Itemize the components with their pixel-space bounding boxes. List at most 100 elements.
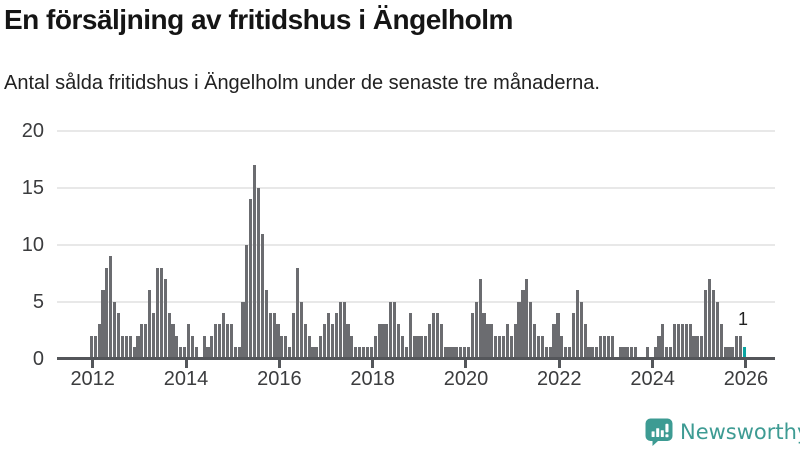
brand-name: Newsworthy [680,420,800,444]
y-axis-label-20: 20 [21,120,44,143]
bar [707,278,712,359]
bar [665,347,669,359]
bar [529,301,533,359]
x-axis-tick-2026 [744,360,748,368]
bar [288,347,292,359]
bar [365,347,369,359]
bar [117,313,121,359]
x-axis-tick-2016 [277,360,281,368]
bar [214,324,218,359]
y-axis-label-5: 5 [32,290,44,313]
bar [603,335,607,359]
bar [459,347,463,359]
bar [482,313,486,359]
y-axis-label-15: 15 [21,177,44,200]
bar [591,347,595,359]
bar [501,335,506,359]
highlight-bar [742,347,747,359]
bar [719,324,723,359]
bar [241,301,245,359]
bar [159,267,163,359]
gridline-y-10 [57,243,775,246]
bar [272,313,276,359]
bar [521,290,525,359]
bar [338,301,342,359]
bar [342,301,346,359]
bar [431,313,436,359]
newsworthy-logo: Newsworthy [645,418,800,446]
bar [424,335,428,359]
bar [381,324,385,359]
bar [700,335,704,359]
bar [334,313,338,359]
page-title: En försäljning av fritidshus i Ängelholm [4,4,513,35]
bar [657,335,661,359]
bar [113,301,117,359]
bar [587,347,591,359]
bar [676,324,681,359]
bar [101,290,105,359]
bar [167,313,171,359]
bar [533,324,537,359]
bar [303,324,307,359]
bar [128,335,132,359]
x-axis-tick-2024 [651,360,655,368]
gridline-y-5 [57,300,775,303]
bar [680,324,684,359]
bar [225,324,230,359]
bar [498,335,502,359]
bar [494,335,498,359]
bar [369,347,373,359]
bar [420,335,424,359]
bar [439,324,443,359]
bar [556,313,560,359]
bar [299,301,303,359]
bar [571,313,576,359]
x-axis-line [57,357,775,360]
bar [428,324,432,359]
bar [148,290,152,359]
bar [237,347,241,359]
bar [120,335,125,359]
bar [229,324,233,359]
bar [618,347,622,359]
bar [595,347,599,359]
bar [505,324,509,359]
bar [124,335,128,359]
last-value-label: 1 [738,309,749,329]
bar [653,347,657,359]
bar [221,313,226,359]
bar [280,335,284,359]
bar [548,347,552,359]
bar [474,301,478,359]
bar [194,347,198,359]
bar [284,335,288,359]
bar [727,347,731,359]
bar [311,347,315,359]
bar [509,335,513,359]
bar [264,290,268,359]
bar [536,335,541,359]
bar [152,313,156,359]
bar [412,335,416,359]
bar [385,324,389,359]
bar [723,347,727,359]
bar [579,301,583,359]
bar [276,324,280,359]
bar [105,267,109,359]
bar [466,347,471,359]
bar [606,335,611,359]
bar [517,301,521,359]
bar [622,347,626,359]
bar [190,335,195,359]
bar [396,324,401,359]
bar [455,347,459,359]
bar [704,290,708,359]
bar [291,313,296,359]
bar [564,347,568,359]
bar [109,256,113,359]
bar [389,301,393,359]
bar [373,335,377,359]
bar [435,313,439,359]
bar [478,278,482,359]
